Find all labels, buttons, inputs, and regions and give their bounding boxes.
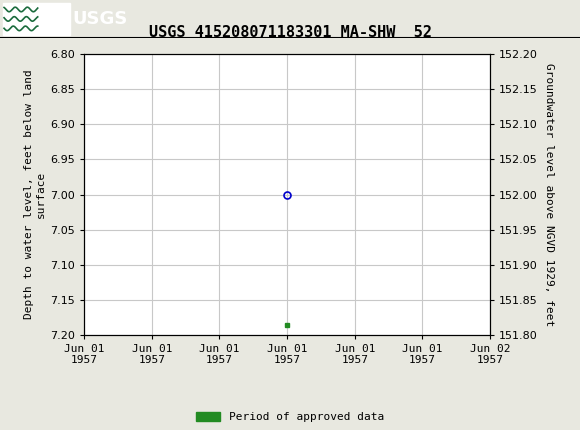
Y-axis label: Depth to water level, feet below land
surface: Depth to water level, feet below land su… [24, 70, 46, 319]
Bar [3, 3, 70, 35]
Legend: Period of approved data: Period of approved data [195, 412, 385, 422]
Text: USGS: USGS [72, 10, 128, 28]
Y-axis label: Groundwater level above NGVD 1929, feet: Groundwater level above NGVD 1929, feet [543, 63, 553, 326]
Text: USGS 415208071183301 MA-SHW  52: USGS 415208071183301 MA-SHW 52 [148, 25, 432, 40]
